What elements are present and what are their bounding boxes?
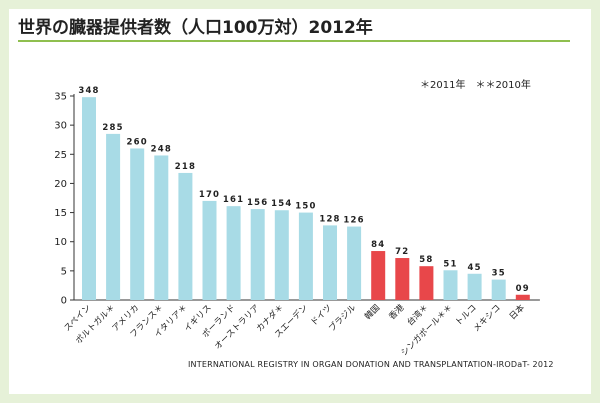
year-note: ＊2011年 ＊＊2010年 — [420, 80, 531, 91]
bar — [178, 172, 193, 300]
bar-value-label: 348 — [78, 86, 99, 96]
bar — [274, 210, 289, 300]
bar-value-label: 72 — [395, 247, 409, 257]
bar — [515, 294, 530, 300]
bar-value-label: 45 — [467, 263, 481, 273]
bar-value-label: 126 — [343, 216, 364, 226]
bar — [491, 279, 506, 300]
bar-value-label: 285 — [102, 123, 123, 133]
chart-title: 世界の臓器提供者数（人口100万対）2012年 — [18, 18, 373, 38]
bar — [395, 258, 410, 300]
y-tick-label: 0 — [61, 296, 67, 307]
category-label: 日本 — [507, 302, 527, 322]
bar — [154, 155, 169, 300]
bar — [298, 212, 313, 300]
category-label: 香港 — [387, 302, 407, 322]
bar-value-label: 09 — [516, 284, 530, 294]
bar — [106, 133, 121, 300]
bar — [467, 273, 482, 300]
bar — [130, 148, 145, 300]
bar — [347, 226, 362, 300]
bar-value-label: 170 — [199, 190, 220, 200]
bar-value-label: 58 — [419, 255, 433, 265]
bar — [226, 206, 241, 300]
bar — [202, 200, 217, 300]
source-credit: INTERNATIONAL REGISTRY IN ORGAN DONATION… — [188, 360, 554, 369]
bar-value-label: 84 — [371, 240, 385, 250]
title-rule — [18, 40, 570, 42]
category-label: メキシコ — [472, 303, 503, 334]
bar-value-label: 150 — [295, 202, 316, 212]
y-tick-label: 35 — [54, 92, 67, 103]
bar — [443, 270, 458, 300]
bar — [371, 251, 386, 300]
category-label: ブラジル — [327, 302, 359, 334]
category-label: 韓国 — [363, 302, 383, 322]
y-tick-label: 5 — [61, 266, 67, 277]
y-tick-label: 30 — [54, 121, 67, 132]
bar — [82, 97, 96, 300]
chart-frame — [9, 9, 591, 394]
y-tick-label: 10 — [54, 237, 67, 248]
bar — [419, 266, 434, 300]
bar — [250, 209, 265, 300]
bar-value-label: 35 — [492, 269, 506, 279]
y-tick-label: 20 — [54, 179, 67, 190]
bar-value-label: 260 — [127, 137, 148, 147]
bar-value-label: 154 — [271, 199, 292, 209]
bar-value-label: 51 — [443, 259, 457, 269]
bar-value-label: 128 — [319, 214, 340, 224]
bar-value-label: 156 — [247, 198, 268, 208]
bar-value-label: 248 — [151, 144, 172, 154]
y-tick-label: 25 — [54, 150, 67, 161]
bar-value-label: 161 — [223, 195, 244, 205]
bar — [323, 225, 337, 300]
y-tick-label: 15 — [54, 208, 67, 219]
bar-value-label: 218 — [175, 162, 196, 172]
